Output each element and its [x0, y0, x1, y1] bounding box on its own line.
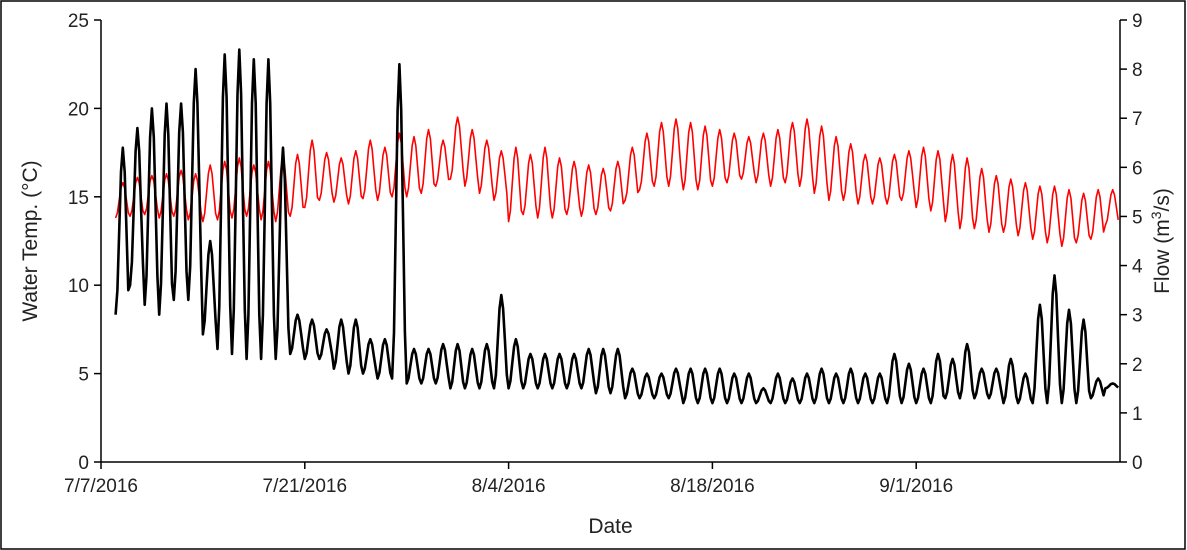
x-tick-label: 7/21/2016: [263, 476, 348, 497]
x-axis-title: Date: [588, 515, 632, 538]
y-right-tick-label: 3: [1132, 306, 1143, 327]
y-left-tick-label: 25: [68, 11, 89, 32]
y-axis-right-title-superscript: 3: [1148, 211, 1164, 219]
y-left-tick-label: 15: [68, 188, 89, 209]
y-axis-right-title-prefix: Flow (m: [1151, 219, 1174, 294]
y-right-tick-label: 7: [1132, 109, 1143, 130]
x-tick-label: 7/7/2016: [64, 476, 138, 497]
y-right-tick-label: 5: [1132, 207, 1143, 228]
y-right-tick-label: 2: [1132, 355, 1143, 376]
y-right-tick-label: 8: [1132, 60, 1143, 81]
y-right-tick-label: 0: [1132, 453, 1143, 474]
y-axis-left-title: Water Temp. (°C): [19, 160, 42, 321]
y-left-tick-label: 0: [78, 453, 89, 474]
series-line-flow: [114, 48, 1120, 405]
x-tick-label: 8/4/2016: [472, 476, 546, 497]
y-left-tick-label: 20: [68, 99, 89, 120]
y-left-tick-label: 10: [68, 276, 89, 297]
y-axis-left: 0 5 10 15 20 25: [68, 11, 102, 474]
y-axis-right-title: Flow (m3/s): [1148, 188, 1174, 294]
series-layer: [114, 48, 1120, 405]
y-right-tick-label: 9: [1132, 11, 1143, 32]
y-left-tick-label: 5: [78, 365, 89, 386]
y-right-tick-label: 4: [1132, 257, 1143, 278]
y-axis-right-title-suffix: /s): [1151, 188, 1174, 211]
x-tick-label: 8/18/2016: [670, 476, 755, 497]
y-right-tick-label: 6: [1132, 158, 1143, 179]
x-axis: 7/7/2016 7/21/2016 8/4/2016 8/18/2016 9/1/20…: [64, 461, 1120, 497]
x-tick-label: 9/1/2016: [879, 476, 953, 497]
y-axis-right: 0 1 2 3 4 5 6 7 8 9: [1119, 11, 1143, 474]
y-right-tick-label: 1: [1132, 404, 1143, 425]
